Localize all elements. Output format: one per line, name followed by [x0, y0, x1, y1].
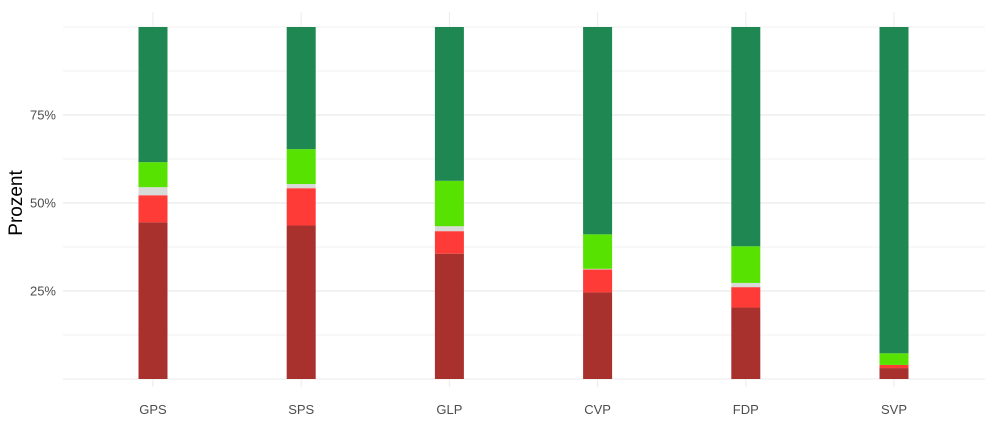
bar-segment — [731, 307, 761, 379]
y-axis-ticks: 25% 50% 75% — [30, 108, 56, 299]
y-axis-label: Prozent — [6, 170, 27, 236]
bar-segment — [434, 27, 464, 181]
bar-segment — [731, 27, 761, 247]
bar-stack-fdp — [731, 27, 761, 379]
bar-segment — [731, 282, 761, 288]
bar-segment — [879, 364, 909, 369]
bar-stack-gps — [138, 27, 168, 379]
bar-segment — [286, 183, 316, 189]
x-tick-label: GPS — [139, 402, 167, 417]
y-tick-label: 25% — [30, 284, 56, 299]
bar-segment — [286, 149, 316, 184]
bar-segment — [434, 226, 464, 232]
x-tick-label: SPS — [288, 402, 314, 417]
bar-segment — [731, 246, 761, 283]
bar-segment — [434, 253, 464, 379]
bar-stack-sps — [286, 27, 316, 379]
bar-segment — [583, 234, 613, 269]
bar-segment — [583, 27, 613, 235]
bar-segment — [583, 269, 613, 293]
bar-segment — [138, 187, 168, 196]
bar-segment — [286, 188, 316, 226]
bar-segment — [879, 27, 909, 354]
x-tick-label: CVP — [584, 402, 611, 417]
bar-segment — [434, 231, 464, 254]
x-tick-label: FDP — [733, 402, 759, 417]
bar-segment — [138, 222, 168, 379]
bars — [138, 27, 909, 379]
bar-segment — [434, 180, 464, 227]
x-tick-label: SVP — [881, 402, 907, 417]
y-tick-label: 50% — [30, 196, 56, 211]
bar-segment — [879, 368, 909, 379]
bar-segment — [879, 353, 909, 365]
bar-segment — [583, 268, 613, 270]
bar-stack-glp — [434, 27, 464, 379]
x-axis-ticks: GPS SPS GLP CVP FDP SVP — [139, 402, 907, 417]
bar-segment — [731, 287, 761, 308]
bar-stack-svp — [879, 27, 909, 379]
bar-stack-cvp — [583, 27, 613, 379]
bar-segment — [286, 225, 316, 379]
bar-segment — [138, 195, 168, 223]
bar-segment — [138, 162, 168, 188]
bar-segment — [286, 27, 316, 150]
bar-segment — [583, 292, 613, 379]
bar-segment — [138, 27, 168, 163]
y-tick-label: 75% — [30, 108, 56, 123]
x-tick-label: GLP — [436, 402, 462, 417]
grid — [63, 12, 985, 387]
